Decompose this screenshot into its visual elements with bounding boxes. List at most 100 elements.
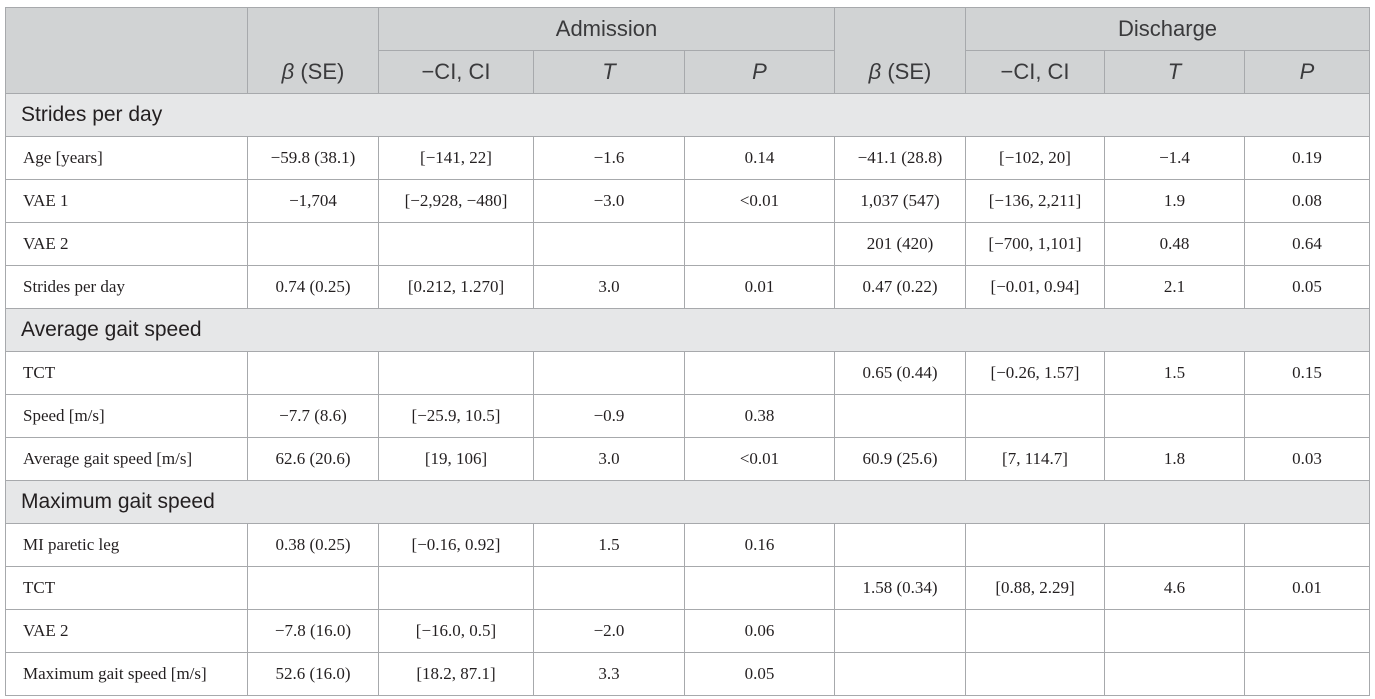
header-row-groups: Admission Discharge <box>5 7 1371 51</box>
table-row: Strides per day 0.74 (0.25) [0.212, 1.27… <box>5 265 1371 309</box>
section-title: Maximum gait speed <box>4 480 1371 524</box>
cell-admission-beta-se <box>247 222 379 266</box>
cell-discharge-p: 0.08 <box>1244 179 1371 223</box>
cell-admission-ci: [−16.0, 0.5] <box>378 609 534 653</box>
cell-admission-ci: [18.2, 87.1] <box>378 652 534 696</box>
section-row: Maximum gait speed <box>4 480 1371 524</box>
cell-discharge-t: −1.4 <box>1104 136 1246 180</box>
cell-admission-beta-se: 0.38 (0.25) <box>247 523 379 567</box>
header-t-discharge: T <box>1104 50 1246 94</box>
cell-discharge-ci: [7, 114.7] <box>965 437 1106 481</box>
cell-admission-beta-se: 0.74 (0.25) <box>247 265 379 309</box>
cell-admission-t: 3.3 <box>533 652 685 696</box>
header-row-columns: β (SE) −CI, CI T P β (SE) −CI, CI T P <box>5 50 1371 94</box>
table-row: VAE 2 −7.8 (16.0) [−16.0, 0.5] −2.0 0.06 <box>5 609 1371 653</box>
cell-admission-beta-se: 52.6 (16.0) <box>247 652 379 696</box>
cell-discharge-t: 0.48 <box>1104 222 1246 266</box>
cell-discharge-beta-se: 1.58 (0.34) <box>834 566 967 610</box>
table-row: TCT 0.65 (0.44) [−0.26, 1.57] 1.5 0.15 <box>5 351 1371 395</box>
cell-admission-beta-se: −59.8 (38.1) <box>247 136 379 180</box>
row-label: VAE 2 <box>5 609 248 653</box>
cell-admission-p: 0.06 <box>683 609 836 653</box>
cell-discharge-ci <box>965 394 1106 438</box>
cell-discharge-ci <box>965 652 1106 696</box>
table-row: MI paretic leg 0.38 (0.25) [−0.16, 0.92]… <box>5 523 1371 567</box>
header-p-symbol: P <box>1299 59 1315 84</box>
cell-admission-t: 1.5 <box>533 523 685 567</box>
header-t-symbol: T <box>602 59 616 84</box>
header-se-label: (SE) <box>887 58 932 84</box>
cell-discharge-t <box>1104 523 1246 567</box>
cell-admission-beta-se: −7.8 (16.0) <box>247 609 379 653</box>
cell-admission-ci <box>378 566 534 610</box>
cell-discharge-p: 0.19 <box>1244 136 1371 180</box>
row-label: TCT <box>5 566 248 610</box>
cell-discharge-p <box>1244 394 1371 438</box>
header-group-discharge: Discharge <box>965 7 1371 51</box>
cell-admission-t: −3.0 <box>533 179 685 223</box>
cell-admission-p <box>683 351 836 395</box>
row-label: Strides per day <box>5 265 248 309</box>
cell-discharge-beta-se: 0.47 (0.22) <box>834 265 967 309</box>
cell-admission-beta-se <box>247 351 379 395</box>
cell-discharge-t: 4.6 <box>1104 566 1246 610</box>
section-row: Average gait speed <box>4 308 1371 352</box>
cell-discharge-beta-se: 60.9 (25.6) <box>834 437 967 481</box>
row-label: TCT <box>5 351 248 395</box>
table-row: Maximum gait speed [m/s] 52.6 (16.0) [18… <box>5 652 1371 696</box>
cell-admission-ci <box>378 222 534 266</box>
cell-discharge-ci: [−102, 20] <box>965 136 1106 180</box>
table-row: Age [years] −59.8 (38.1) [−141, 22] −1.6… <box>5 136 1371 180</box>
cell-admission-t <box>533 351 685 395</box>
cell-admission-p: 0.01 <box>683 265 836 309</box>
cell-discharge-p <box>1244 652 1371 696</box>
cell-discharge-ci <box>965 609 1106 653</box>
cell-admission-p: 0.05 <box>683 652 836 696</box>
header-t-admission: T <box>533 50 685 94</box>
header-ci-admission: −CI, CI <box>378 50 534 94</box>
cell-admission-t <box>533 566 685 610</box>
table-row: VAE 1 −1,704 [−2,928, −480] −3.0 <0.01 1… <box>5 179 1371 223</box>
header-row-label-blank-2 <box>5 50 248 94</box>
cell-discharge-p: 0.03 <box>1244 437 1371 481</box>
cell-discharge-beta-se: 201 (420) <box>834 222 967 266</box>
cell-admission-t: −1.6 <box>533 136 685 180</box>
cell-admission-ci: [−141, 22] <box>378 136 534 180</box>
cell-discharge-p: 0.15 <box>1244 351 1371 395</box>
section-row: Strides per day <box>4 93 1371 137</box>
section-title: Strides per day <box>4 93 1371 137</box>
results-table: Admission Discharge β (SE) −CI, CI T P β… <box>4 7 1371 696</box>
cell-discharge-t: 1.8 <box>1104 437 1246 481</box>
section-title: Average gait speed <box>4 308 1371 352</box>
row-label: Age [years] <box>5 136 248 180</box>
cell-discharge-ci: [−700, 1,101] <box>965 222 1106 266</box>
cell-admission-t: −0.9 <box>533 394 685 438</box>
header-ci-discharge: −CI, CI <box>965 50 1106 94</box>
header-beta-se-discharge: β (SE) <box>834 50 967 94</box>
cell-discharge-p: 0.05 <box>1244 265 1371 309</box>
table-row: TCT 1.58 (0.34) [0.88, 2.29] 4.6 0.01 <box>5 566 1371 610</box>
cell-discharge-beta-se <box>834 523 967 567</box>
header-row-label-blank <box>5 7 248 51</box>
cell-discharge-t <box>1104 394 1246 438</box>
cell-discharge-ci: [−0.26, 1.57] <box>965 351 1106 395</box>
cell-admission-p <box>683 222 836 266</box>
cell-discharge-ci <box>965 523 1106 567</box>
cell-discharge-beta-se: −41.1 (28.8) <box>834 136 967 180</box>
cell-discharge-t: 2.1 <box>1104 265 1246 309</box>
cell-discharge-beta-se <box>834 652 967 696</box>
row-label: VAE 1 <box>5 179 248 223</box>
table-row: Speed [m/s] −7.7 (8.6) [−25.9, 10.5] −0.… <box>5 394 1371 438</box>
cell-admission-beta-se: −1,704 <box>247 179 379 223</box>
cell-admission-beta-se <box>247 566 379 610</box>
cell-admission-beta-se: 62.6 (20.6) <box>247 437 379 481</box>
table-row: VAE 2 201 (420) [−700, 1,101] 0.48 0.64 <box>5 222 1371 266</box>
row-label: Average gait speed [m/s] <box>5 437 248 481</box>
header-p-admission: P <box>683 50 836 94</box>
header-p-symbol: P <box>752 59 767 84</box>
row-label: MI paretic leg <box>5 523 248 567</box>
cell-admission-beta-se: −7.7 (8.6) <box>247 394 379 438</box>
cell-discharge-t <box>1104 652 1246 696</box>
row-label: Speed [m/s] <box>5 394 248 438</box>
cell-discharge-p: 0.64 <box>1244 222 1371 266</box>
